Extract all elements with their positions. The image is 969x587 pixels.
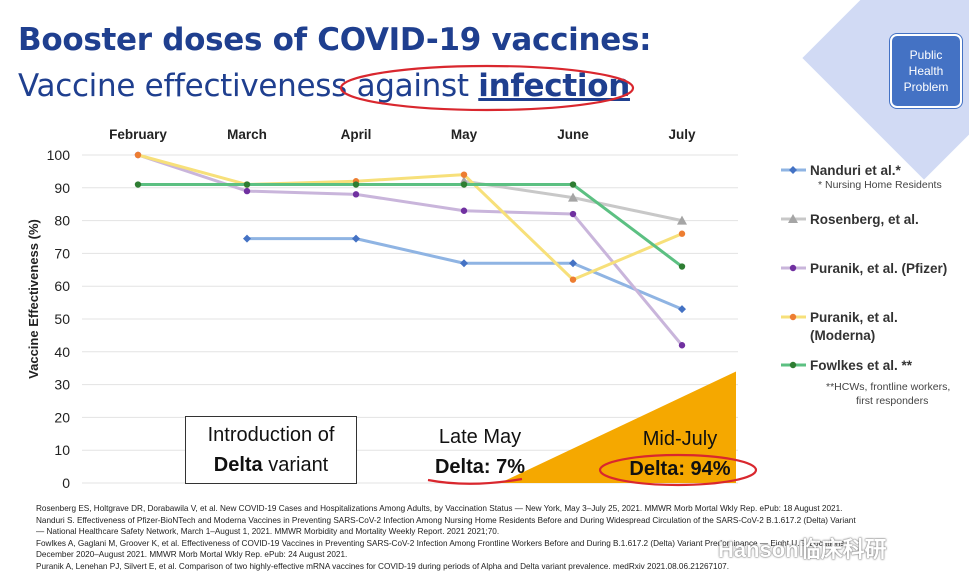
references: Rosenberg ES, Holtgrave DR, Dorabawila V…: [36, 503, 966, 572]
y-tick-label: 50: [54, 311, 70, 327]
legend-label: Rosenberg, et al.: [810, 212, 919, 227]
series-line: [137, 153, 683, 282]
y-tick-label: 60: [54, 278, 70, 294]
data-point: [569, 210, 577, 218]
mid-july-label: Mid-July: [642, 428, 718, 450]
reference-line: Nanduri S. Effectiveness of Pfizer-BioNT…: [36, 515, 856, 525]
legend-note-hcw-line1: **HCWs, frontline workers,: [826, 381, 951, 393]
late-may-label: Late May: [438, 426, 522, 448]
data-point: [678, 230, 686, 237]
data-point: [678, 342, 686, 349]
intro-line2: Delta variant: [186, 450, 356, 480]
data-point: [460, 259, 468, 268]
intro-variant-word: variant: [262, 454, 329, 476]
watermark: Hanson临床科研: [718, 537, 887, 562]
delta-introduction-box: Introduction of Delta variant: [185, 416, 357, 484]
x-category-label: April: [341, 127, 372, 142]
late-may-annotation: Late May Delta: 7%: [420, 422, 540, 482]
data-point: [243, 234, 251, 243]
public-health-problem-badge: Public Health Problem: [890, 34, 962, 108]
legend-swatch-marker: [789, 361, 797, 369]
data-point: [243, 187, 251, 195]
reference-line: Fowlkes A, Gaglani M, Groover K, et al. …: [36, 538, 847, 548]
data-point: [569, 181, 577, 188]
late-may-delta: Delta: 7%: [434, 456, 526, 478]
subtitle-prefix: Vaccine effectiveness: [18, 68, 357, 104]
intro-delta-word: Delta: [213, 454, 263, 476]
legend-label: Puranik, et al.: [810, 310, 898, 325]
reference-line: December 2020–August 2021. MMWR Morb Mor…: [36, 550, 348, 559]
legend-note-nursing-home: * Nursing Home Residents: [818, 179, 942, 191]
legend-swatch-marker: [789, 313, 797, 321]
highlight-ellipse-infection: [339, 64, 635, 112]
data-point: [569, 276, 577, 283]
legend-label: Nanduri et al.*: [810, 163, 902, 178]
data-point: [460, 207, 468, 214]
data-point: [678, 263, 686, 270]
data-point: [460, 171, 468, 178]
legend-label: (Moderna): [810, 328, 875, 343]
y-tick-label: 30: [54, 377, 70, 393]
y-tick-label: 0: [62, 475, 70, 491]
y-tick-label: 70: [54, 245, 70, 261]
y-tick-label: 90: [54, 180, 70, 196]
legend-label: Puranik, et al. (Pfizer): [810, 261, 947, 276]
y-tick-label: 10: [54, 442, 70, 458]
x-category-label: June: [557, 127, 589, 142]
series-line: [247, 237, 683, 311]
x-category-label: May: [451, 127, 478, 142]
data-point: [134, 181, 142, 188]
data-point: [134, 151, 142, 159]
x-category-label: March: [227, 127, 267, 142]
mid-july-delta: Delta: 94%: [629, 458, 731, 480]
slide-title: Booster doses of COVID-19 vaccines:: [18, 22, 652, 58]
reference-line: Rosenberg ES, Holtgrave DR, Dorabawila V…: [36, 504, 843, 513]
series-line: [138, 183, 683, 268]
reference-line: Puranik A, Lenehan PJ, Silvert E, et al.…: [36, 561, 729, 571]
reference-line: — National Healthcare Safety Network, Ma…: [36, 527, 500, 536]
data-point: [677, 215, 687, 225]
data-point: [352, 234, 360, 243]
data-point: [569, 259, 577, 268]
legend-label: Fowlkes et al. **: [810, 358, 913, 373]
highlight-underline-late-may: [427, 477, 523, 485]
y-tick-label: 80: [54, 213, 70, 229]
y-tick-label: 100: [47, 147, 71, 163]
mid-july-annotation: Mid-July Delta: 94%: [610, 424, 750, 484]
legend-swatch-marker: [789, 166, 797, 174]
data-point: [568, 192, 578, 202]
highlight-ellipse-mid-july: [598, 453, 758, 487]
intro-line1: Introduction of: [207, 424, 335, 446]
data-point: [352, 191, 360, 198]
y-tick-label: 40: [54, 344, 70, 360]
x-category-label: February: [109, 127, 167, 142]
data-point: [460, 181, 468, 188]
y-tick-label: 20: [54, 409, 70, 425]
slide-subtitle: Vaccine effectiveness against infection: [18, 68, 630, 104]
y-axis-label: Vaccine Effectiveness (%): [26, 219, 41, 379]
legend-swatch-marker: [789, 264, 797, 272]
legend-swatch-marker: [788, 214, 798, 223]
data-point: [352, 181, 360, 188]
data-point: [243, 181, 251, 188]
x-category-label: July: [668, 127, 696, 142]
legend-note-hcw-line2: first responders: [856, 395, 929, 407]
data-point: [678, 305, 686, 314]
